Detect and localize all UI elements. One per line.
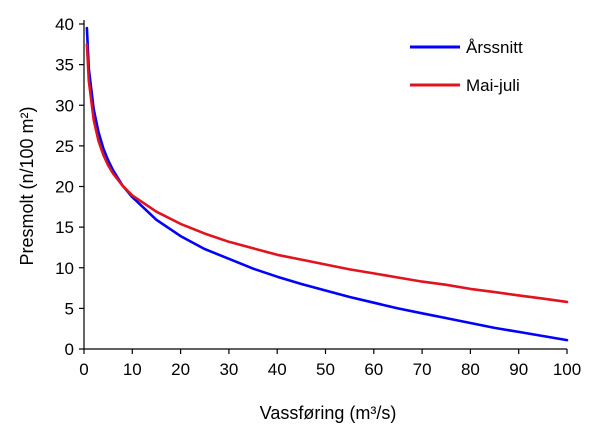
x-tick-label: 40 bbox=[268, 360, 287, 379]
plot-lines bbox=[85, 26, 569, 342]
y-tick-label: 15 bbox=[55, 218, 74, 237]
x-tick-label: 30 bbox=[219, 360, 238, 379]
x-axis-title: Vassføring (m³/s) bbox=[260, 403, 397, 423]
y-axis-title: Presmolt (n/100 m²) bbox=[17, 106, 37, 265]
y-tick-label: 0 bbox=[65, 340, 74, 359]
legend: Årssnitt Mai-juli bbox=[410, 38, 523, 95]
legend-label-1: Årssnitt bbox=[466, 38, 523, 57]
axes bbox=[83, 20, 567, 350]
legend-label-2: Mai-juli bbox=[466, 76, 520, 95]
x-tick-label: 0 bbox=[79, 360, 88, 379]
x-tick-label: 10 bbox=[123, 360, 142, 379]
y-tick-label: 20 bbox=[55, 178, 74, 197]
x-tick-label: 100 bbox=[553, 360, 581, 379]
y-tick-label: 10 bbox=[55, 259, 74, 278]
y-tick-label: 25 bbox=[55, 137, 74, 156]
y-tick-label: 30 bbox=[55, 96, 74, 115]
x-tick-label: 90 bbox=[509, 360, 528, 379]
y-tick-label: 5 bbox=[65, 299, 74, 318]
ticks: 0 10 20 30 40 50 60 70 80 90 100 0 5 10 15 20 25 30 35 40 bbox=[55, 15, 581, 379]
x-tick-label: 50 bbox=[316, 360, 335, 379]
series-line-1 bbox=[85, 26, 569, 342]
y-tick-label: 40 bbox=[55, 15, 74, 34]
series-line-2 bbox=[85, 43, 569, 304]
y-tick-label: 35 bbox=[55, 56, 74, 75]
x-tick-label: 70 bbox=[413, 360, 432, 379]
x-tick-label: 20 bbox=[171, 360, 190, 379]
x-tick-label: 80 bbox=[461, 360, 480, 379]
x-tick-label: 60 bbox=[364, 360, 383, 379]
